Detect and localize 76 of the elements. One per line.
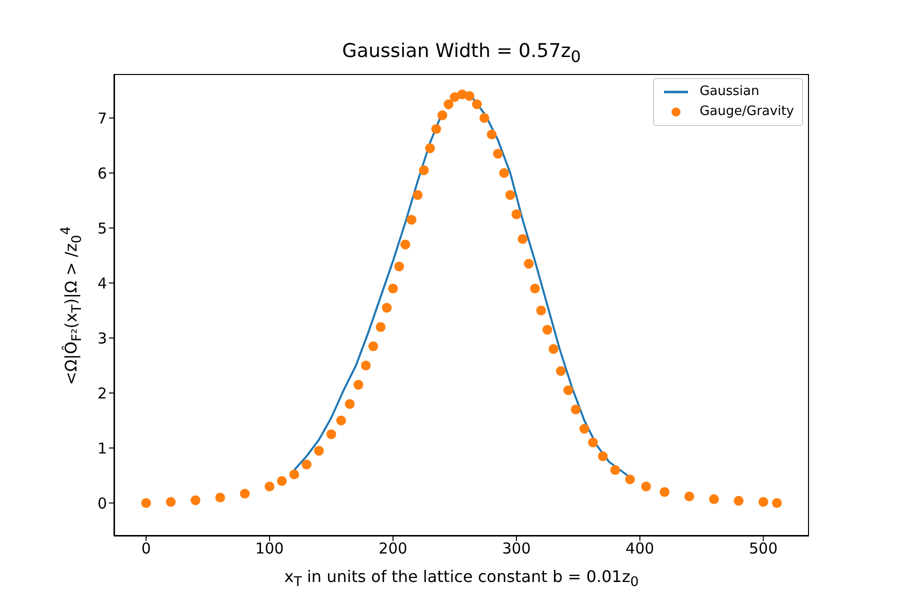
point [556,366,566,376]
point [336,416,346,426]
point [530,284,540,294]
point [772,498,782,508]
point [709,494,719,504]
point [412,190,423,200]
point [431,124,442,134]
point [437,110,448,120]
point [579,424,590,434]
point [190,495,200,506]
point [734,496,744,506]
y-tick-label: 6 [97,164,107,182]
point [141,498,151,508]
y-tick-label: 1 [97,439,107,458]
point [570,404,581,414]
point [394,262,404,272]
point [548,344,558,354]
x-tick-label: 0 [141,540,151,558]
point [518,234,528,244]
point [479,113,490,123]
y-tick-label: 0 [97,494,107,512]
point [264,482,274,492]
point [388,284,398,294]
point [472,99,482,110]
point [360,360,371,370]
point [289,470,300,480]
point [524,258,534,269]
point [563,385,574,396]
x-tick-label: 300 [502,540,531,558]
point [512,209,522,220]
point [344,399,355,409]
point [215,492,226,502]
point [505,190,516,200]
point [660,487,670,497]
point [588,438,598,448]
point [542,324,552,335]
x-tick-label: 500 [749,540,778,558]
point [493,148,503,159]
point [610,465,620,475]
point [598,451,608,462]
point [400,240,410,250]
point [450,92,460,102]
point [354,380,364,390]
point [499,168,509,178]
point [314,446,324,456]
legend-label: Gauge/Gravity [700,103,794,121]
point [641,482,651,492]
x-tick-label: 400 [626,540,654,558]
point [166,497,176,507]
point [486,130,497,140]
x-tick-label: 100 [255,540,284,558]
point [418,165,429,176]
point [368,341,378,352]
legend-label: Gaussian [700,83,760,101]
chart-title: Gaussian Width = 0.57z$_{0}$ [341,40,582,66]
point [277,476,287,486]
point [684,492,694,502]
y-tick-label: 3 [97,329,107,348]
point [326,429,336,440]
x-axis-title: x$_{T}$ in units of the lattice constant b = 0.01z$_{0}$ [283,567,640,590]
x-tick-label: 200 [378,540,408,558]
point [758,497,768,507]
point [302,460,312,470]
point [376,322,386,332]
point [406,214,416,225]
y-tick-label: 4 [97,274,107,292]
y-tick-label: 7 [97,109,107,128]
y-tick-label: 5 [97,219,107,238]
point [240,488,250,499]
point [464,91,474,101]
y-tick-label: 2 [97,384,107,402]
point [444,99,454,110]
point [382,302,392,313]
point [536,306,546,316]
point [425,143,435,154]
point [625,474,635,484]
